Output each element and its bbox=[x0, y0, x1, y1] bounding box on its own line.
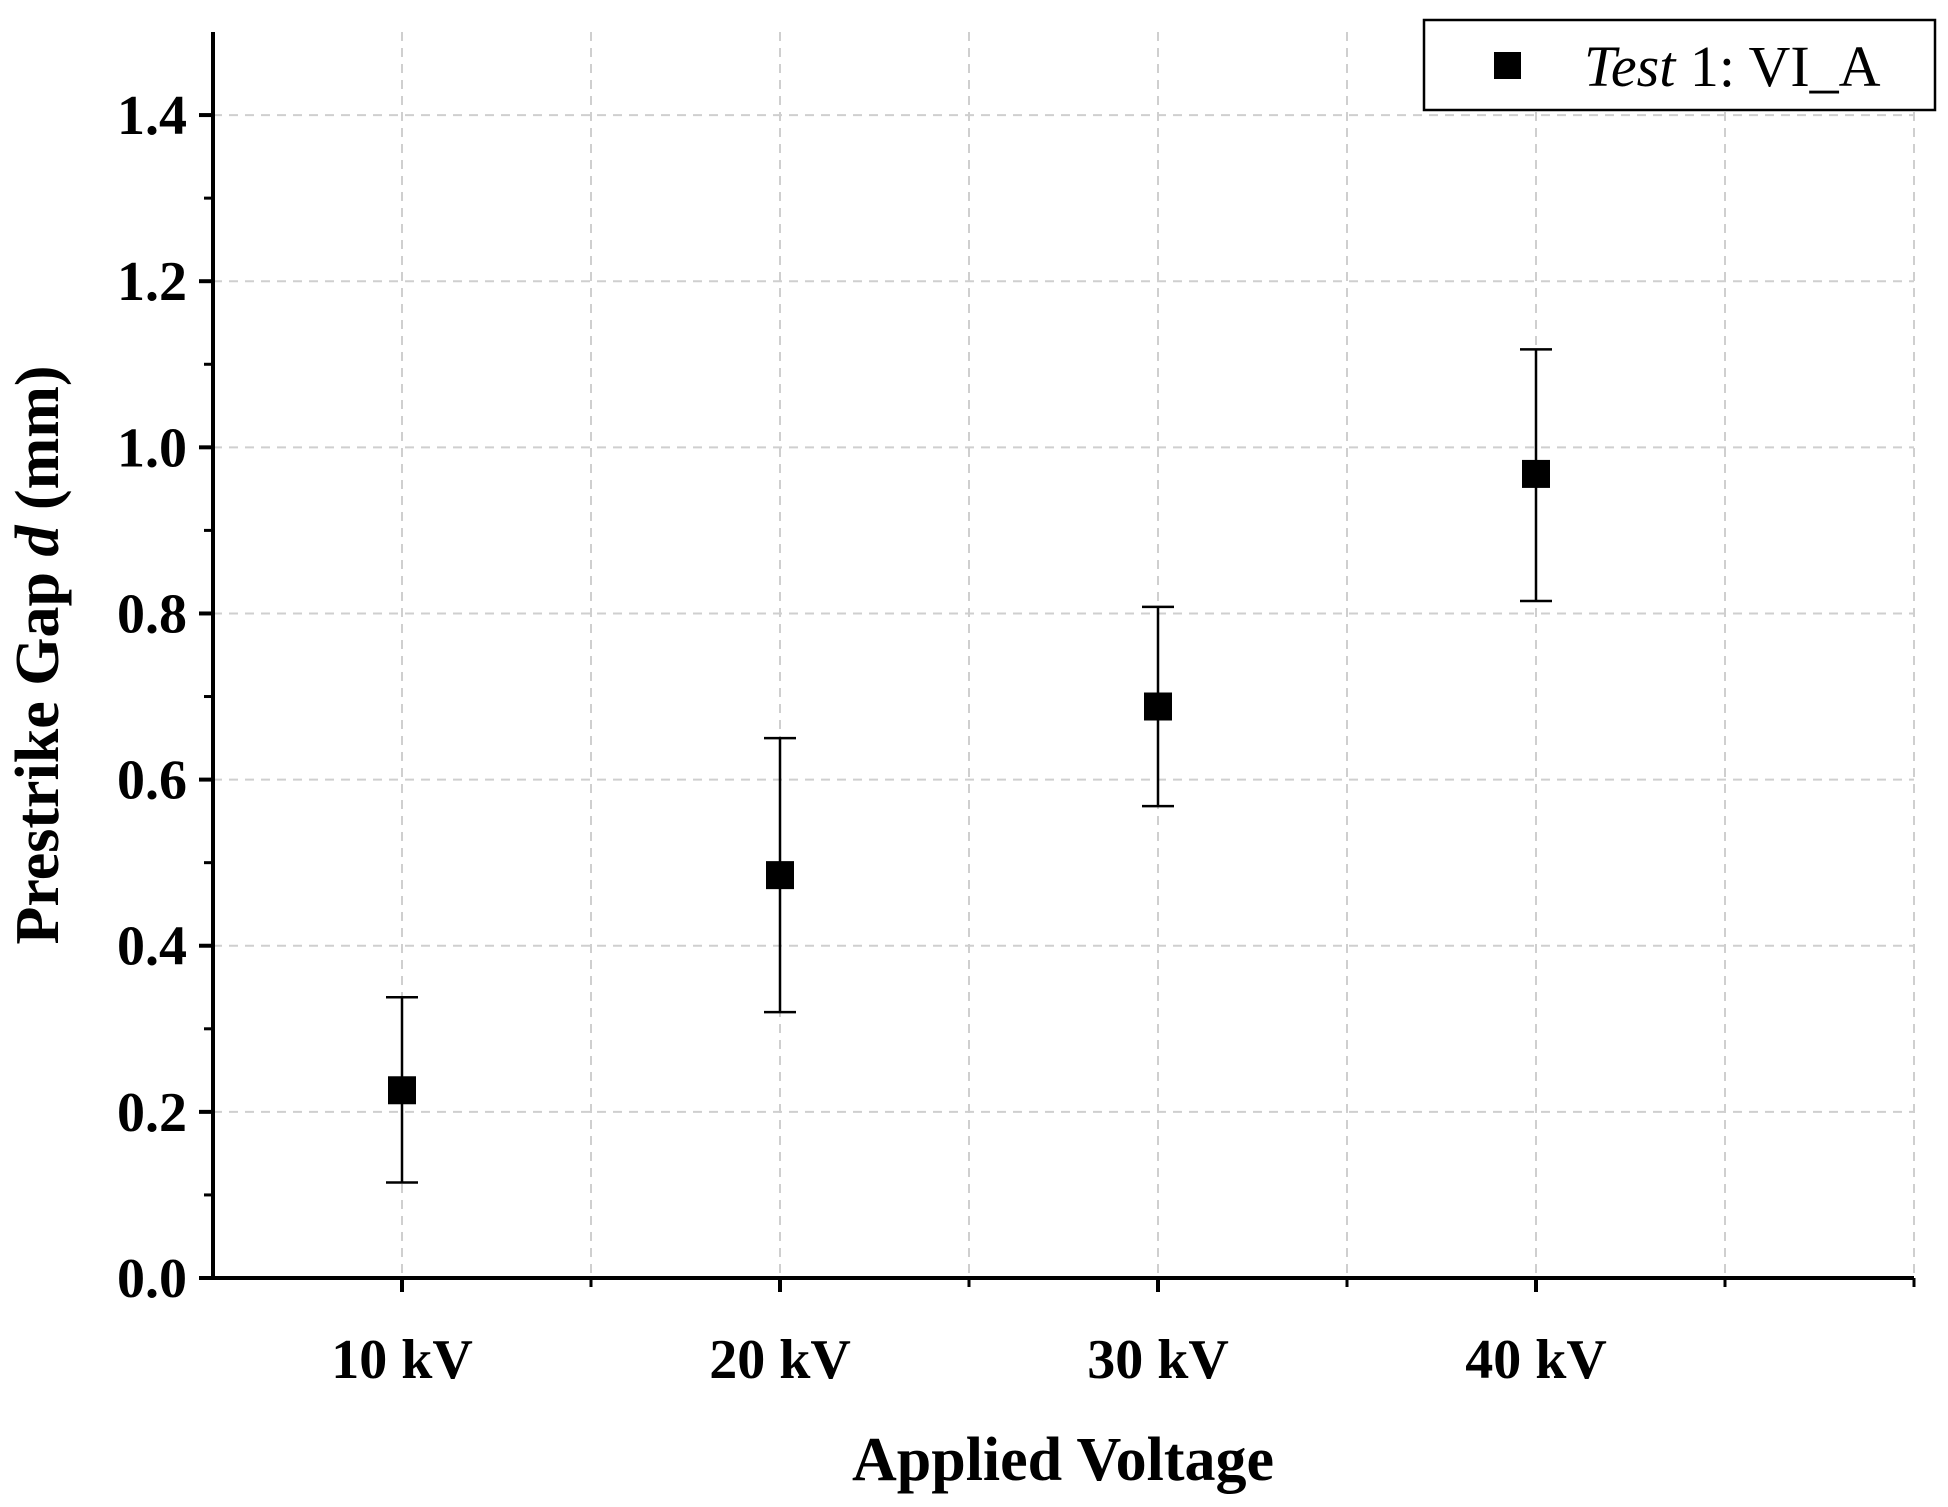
grid-layer bbox=[213, 32, 1915, 1278]
data-point bbox=[1522, 459, 1550, 488]
legend: Test 1: VI_A bbox=[1422, 18, 1937, 112]
y-tick-label: 0.4 bbox=[117, 916, 187, 978]
y-tick-label: 0.6 bbox=[117, 750, 187, 812]
y-tick-label: 1.2 bbox=[117, 251, 187, 313]
x-tick-label: 20 kV bbox=[709, 1329, 851, 1391]
y-tick-label: 1.4 bbox=[117, 85, 187, 147]
y-tick-label: 0.0 bbox=[117, 1248, 187, 1310]
y-axis-title-suffix: (mm) bbox=[4, 365, 72, 525]
data-point bbox=[1144, 692, 1172, 721]
legend-marker bbox=[1494, 52, 1521, 79]
x-tick-label: 40 kV bbox=[1465, 1329, 1607, 1391]
marks-layer bbox=[386, 348, 1552, 1184]
legend-label: Test 1: VI_A bbox=[1584, 34, 1881, 99]
x-axis-title: Applied Voltage bbox=[852, 1426, 1274, 1494]
x-tick-label: 30 kV bbox=[1087, 1329, 1229, 1391]
y-axis-title-italic: d bbox=[4, 525, 72, 557]
y-tick-label: 0.2 bbox=[117, 1082, 187, 1144]
legend-label-rest: 1: VI_A bbox=[1675, 34, 1880, 99]
x-tick-label: 10 kV bbox=[331, 1329, 473, 1391]
data-point bbox=[388, 1076, 416, 1105]
legend-label-italic: Test bbox=[1584, 34, 1677, 99]
y-tick-label: 1.0 bbox=[117, 417, 187, 479]
y-axis-title: Prestrike Gap d (mm) bbox=[4, 365, 72, 944]
y-tick-label: 0.8 bbox=[117, 583, 187, 645]
data-point bbox=[766, 861, 794, 890]
y-axis-title-prefix: Prestrike Gap bbox=[4, 557, 72, 945]
axes-layer bbox=[211, 32, 1914, 1280]
ticks-layer: 0.0 0.2 0.4 0.6 0.8 1.0 1.2 1.4 10 kV 20 kV 30 kV 4… bbox=[117, 85, 1916, 1391]
